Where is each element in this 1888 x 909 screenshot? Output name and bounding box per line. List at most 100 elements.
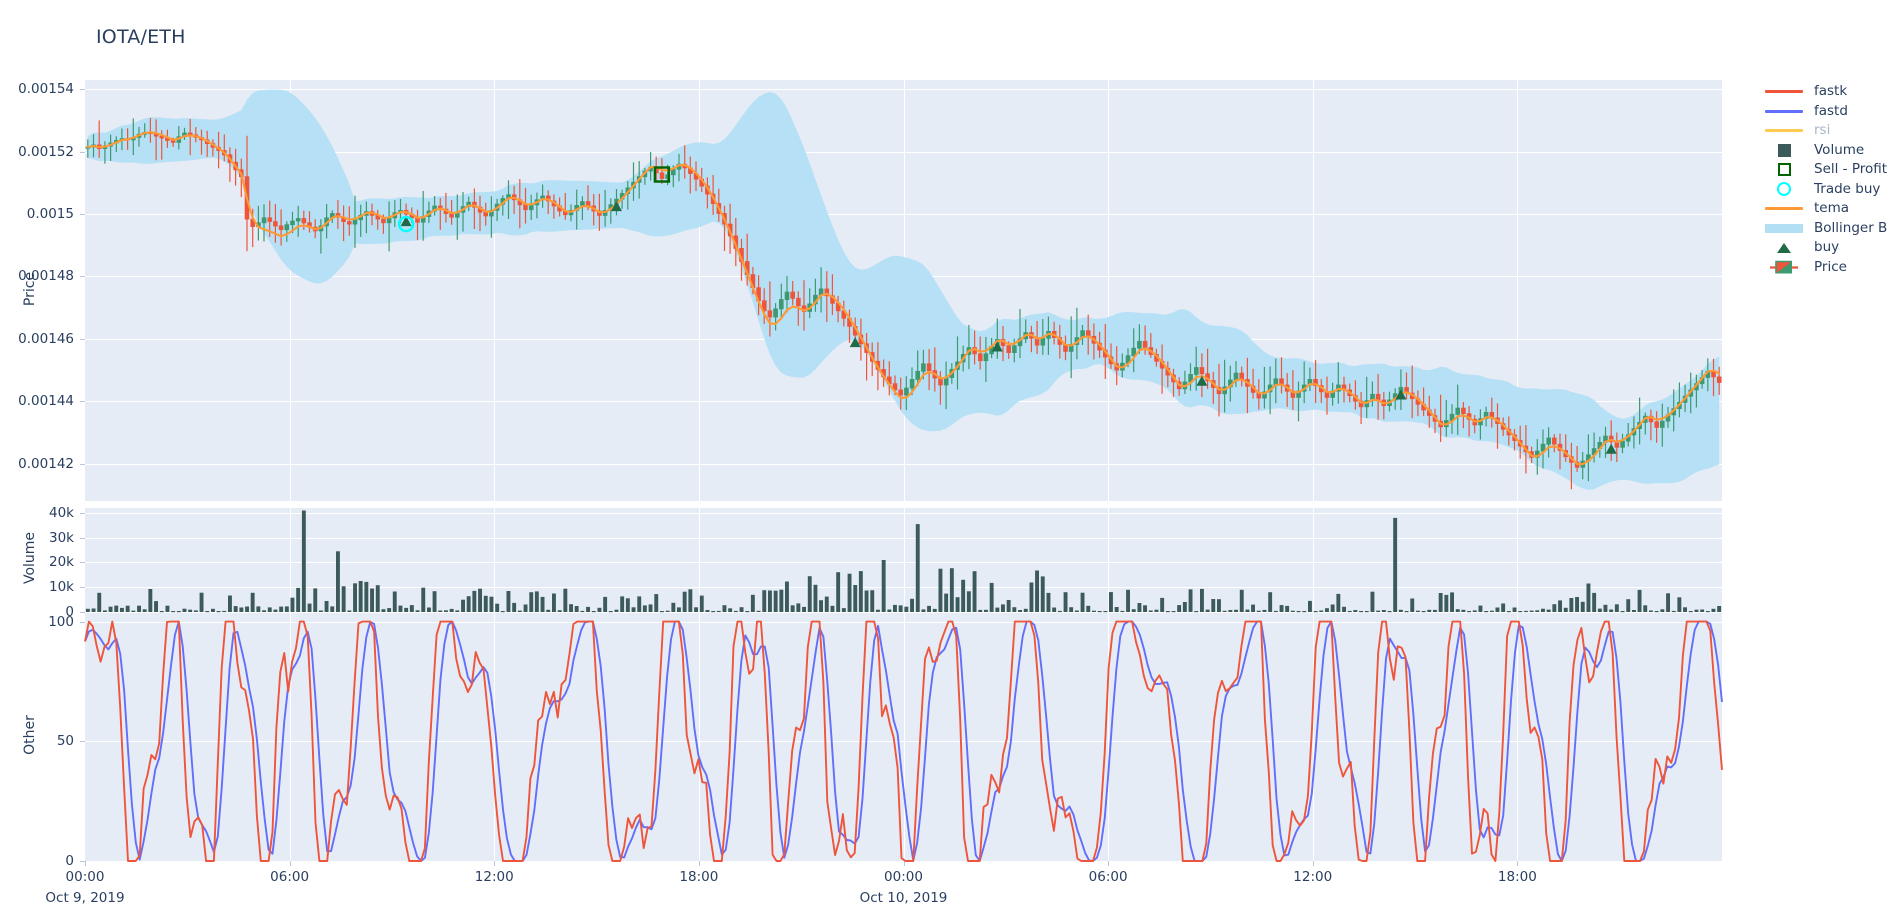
xtickmark	[903, 861, 905, 866]
candlestick-icon	[1762, 258, 1806, 277]
vertical-gridline	[1517, 508, 1519, 612]
other-ytick-label: 0	[65, 853, 74, 869]
vertical-gridline	[1312, 612, 1314, 861]
xtick-label: 18:00	[1497, 869, 1537, 885]
xtick-label: 12:00	[474, 869, 514, 885]
buy-marker[interactable]	[849, 337, 861, 348]
line-icon	[1762, 82, 1806, 101]
xtickmark	[85, 861, 86, 866]
volume-tickmark	[80, 512, 85, 514]
price-tickmark	[80, 401, 85, 403]
legend-item-fastd[interactable]: fastd	[1762, 102, 1888, 122]
price-ytick-label: 0.00152	[18, 143, 74, 160]
legend-item-trade-buy[interactable]: Trade buy	[1762, 180, 1888, 200]
volume-ytick-label: 30k	[49, 529, 74, 546]
page-title: IOTA/ETH	[96, 26, 186, 48]
volume-ytick-label: 10k	[49, 579, 74, 596]
xtick-label: 00:00	[65, 869, 105, 885]
price-tickmark	[80, 338, 85, 340]
circle-open-icon	[1762, 180, 1806, 199]
legend-item-label: fastk	[1814, 83, 1848, 99]
xtickmark	[1517, 861, 1519, 866]
vertical-gridline	[289, 508, 291, 612]
price-tickmark	[80, 214, 85, 216]
vertical-gridline	[494, 80, 496, 501]
triangle-up-icon	[1762, 238, 1806, 257]
price-ytick-label: 0.00154	[18, 81, 74, 98]
legend-item-price[interactable]: Price	[1762, 258, 1888, 278]
xtick-label: 06:00	[1088, 869, 1128, 885]
vertical-gridline	[698, 612, 700, 861]
volume-tickmark	[80, 562, 85, 564]
vertical-gridline	[903, 508, 905, 612]
buy-marker[interactable]	[1395, 389, 1407, 400]
fastd-line	[84, 620, 1723, 862]
volume-bar-series	[85, 510, 1722, 613]
fastk-line	[84, 620, 1723, 862]
price-tickmark	[80, 89, 85, 91]
price-tickmark	[80, 151, 85, 153]
xtickmark	[289, 861, 291, 866]
line-icon	[1762, 102, 1806, 121]
vertical-gridline	[698, 80, 700, 501]
xtick-date-label: Oct 10, 2019	[859, 890, 948, 906]
other-ytick-label: 50	[56, 733, 74, 750]
legend-item-tema[interactable]: tema	[1762, 199, 1888, 219]
square-fill-icon	[1762, 141, 1806, 160]
line-icon	[1762, 121, 1806, 140]
price-tickmark	[80, 276, 85, 278]
legend-item-label: Price	[1814, 258, 1847, 275]
buy-marker[interactable]	[400, 216, 412, 227]
legend-item-volume[interactable]: Volume	[1762, 141, 1888, 161]
chart-legend[interactable]: fastk fastd rsi Volume Sell - Profit Trade bu…	[1762, 82, 1888, 277]
legend-item-fastk[interactable]: fastk	[1762, 82, 1888, 102]
xtickmark	[1312, 861, 1314, 866]
other-ytick-label: 100	[48, 613, 74, 630]
xtick-label: 12:00	[1293, 869, 1333, 885]
legend-item-label: buy	[1814, 239, 1840, 255]
buy-marker[interactable]	[1196, 375, 1208, 386]
price-ytick-label: 0.00146	[18, 330, 74, 347]
xtickmark	[1108, 861, 1110, 866]
vertical-gridline	[1108, 612, 1110, 861]
legend-item-label: tema	[1814, 200, 1850, 216]
vertical-gridline	[698, 508, 700, 612]
buy-marker[interactable]	[991, 341, 1003, 352]
legend-item-buy[interactable]: buy	[1762, 238, 1888, 258]
vertical-gridline	[1312, 80, 1314, 501]
legend-item-rsi[interactable]: rsi	[1762, 121, 1888, 141]
trade-buy-marker[interactable]	[397, 215, 415, 233]
sell-profit-marker[interactable]	[653, 166, 671, 183]
vertical-gridline	[903, 612, 905, 861]
legend-item-label: Volume	[1814, 141, 1865, 158]
xtick-date-label: Oct 9, 2019	[45, 890, 125, 906]
legend-item-label: fastd	[1814, 102, 1848, 119]
other-tickmark	[80, 861, 85, 862]
legend-item-label: Trade buy	[1814, 180, 1881, 197]
price-ytick-label: 0.00144	[18, 393, 74, 410]
legend-item-label: Bollinger Band	[1814, 219, 1888, 236]
price-ytick-label: 0.0015	[26, 206, 74, 223]
xtick-label: 18:00	[679, 869, 719, 885]
vertical-gridline	[289, 80, 291, 501]
legend-item-label: Sell - Profit	[1814, 161, 1888, 177]
other-tickmark	[80, 741, 85, 743]
xtickmark	[494, 861, 496, 866]
legend-item-bollinger-band[interactable]: Bollinger Band	[1762, 219, 1888, 239]
bollinger-band-area	[87, 89, 1720, 490]
price-ytick-label: 0.00142	[18, 455, 74, 472]
square-open-icon	[1762, 160, 1806, 179]
volume-ytick-label: 0	[65, 604, 74, 620]
other-tickmark	[80, 621, 85, 623]
volume-ytick-label: 40k	[49, 504, 74, 521]
vertical-gridline	[1108, 80, 1110, 501]
buy-marker[interactable]	[611, 201, 622, 212]
volume-ytick-label: 20k	[49, 554, 74, 571]
legend-item-sell-profit[interactable]: Sell - Profit	[1762, 160, 1888, 180]
vertical-gridline	[494, 612, 496, 861]
line-icon	[1762, 199, 1806, 218]
volume-tickmark	[80, 587, 85, 589]
buy-marker[interactable]	[1605, 443, 1617, 454]
xtick-label: 06:00	[270, 869, 310, 885]
